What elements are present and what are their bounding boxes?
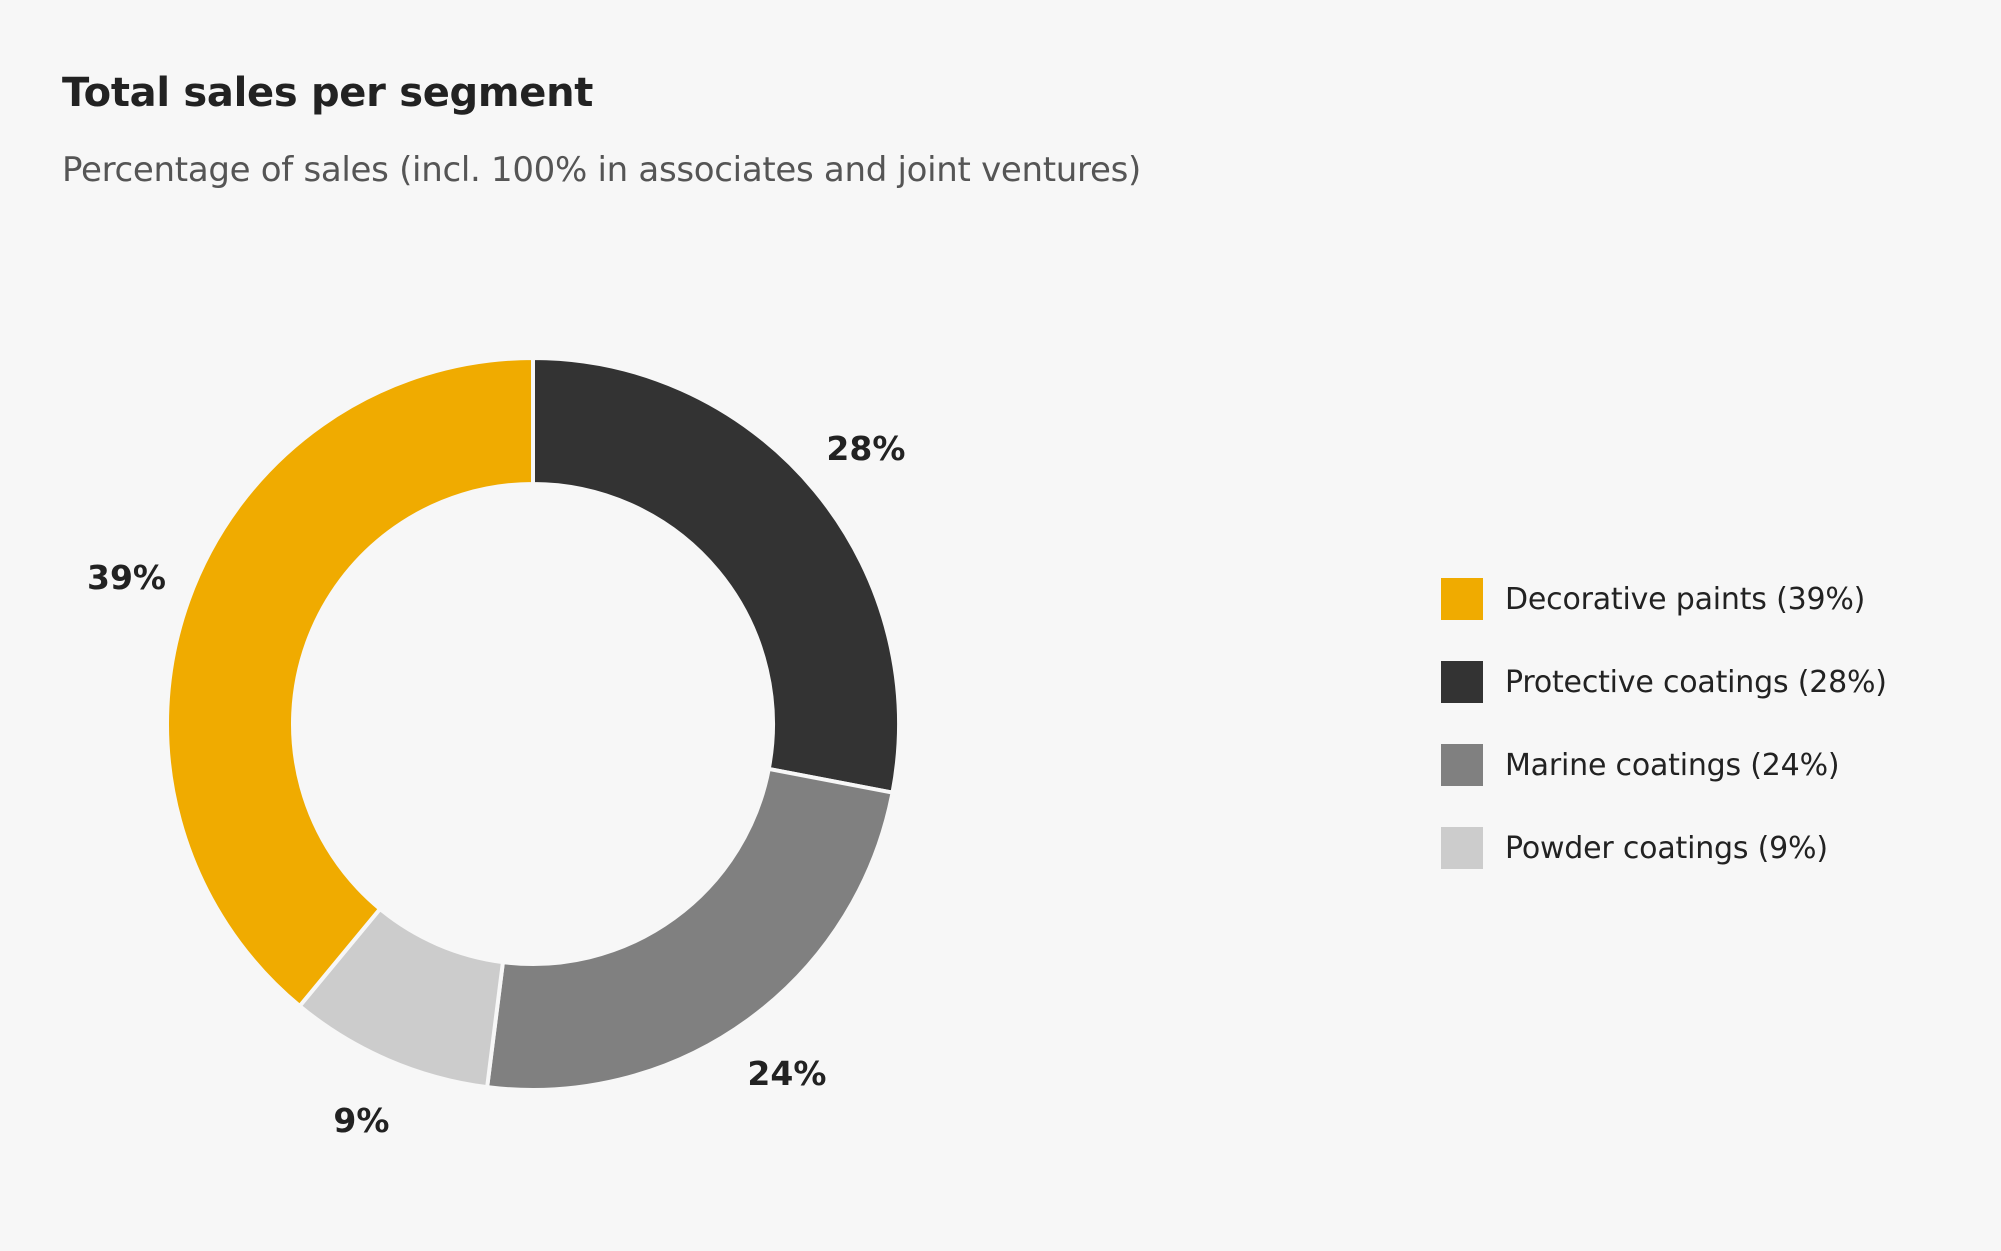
legend-label: Marine coatings (24%)	[1505, 747, 1840, 783]
slice-data-label: 39%	[87, 558, 166, 597]
legend-item: Powder coatings (9%)	[1441, 827, 1887, 869]
slice-data-label: 28%	[826, 429, 905, 468]
legend-item: Marine coatings (24%)	[1441, 744, 1887, 786]
donut-slice	[484, 766, 895, 1092]
legend-swatch	[1441, 578, 1483, 620]
legend-swatch	[1441, 744, 1483, 786]
legend: Decorative paints (39%) Protective coati…	[1441, 578, 1887, 910]
legend-label: Powder coatings (9%)	[1505, 830, 1828, 866]
legend-label: Protective coatings (28%)	[1505, 664, 1887, 700]
chart-title: Total sales per segment	[62, 70, 594, 116]
legend-swatch	[1441, 661, 1483, 703]
slice-data-label: 9%	[333, 1101, 389, 1140]
donut-slice	[531, 355, 901, 795]
slice-data-label: 24%	[747, 1054, 826, 1093]
legend-item: Protective coatings (28%)	[1441, 661, 1887, 703]
donut-slice	[165, 355, 535, 1009]
legend-swatch	[1441, 827, 1483, 869]
legend-label: Decorative paints (39%)	[1505, 581, 1866, 617]
legend-item: Decorative paints (39%)	[1441, 578, 1887, 620]
chart-subtitle: Percentage of sales (incl. 100% in assoc…	[62, 150, 1141, 190]
